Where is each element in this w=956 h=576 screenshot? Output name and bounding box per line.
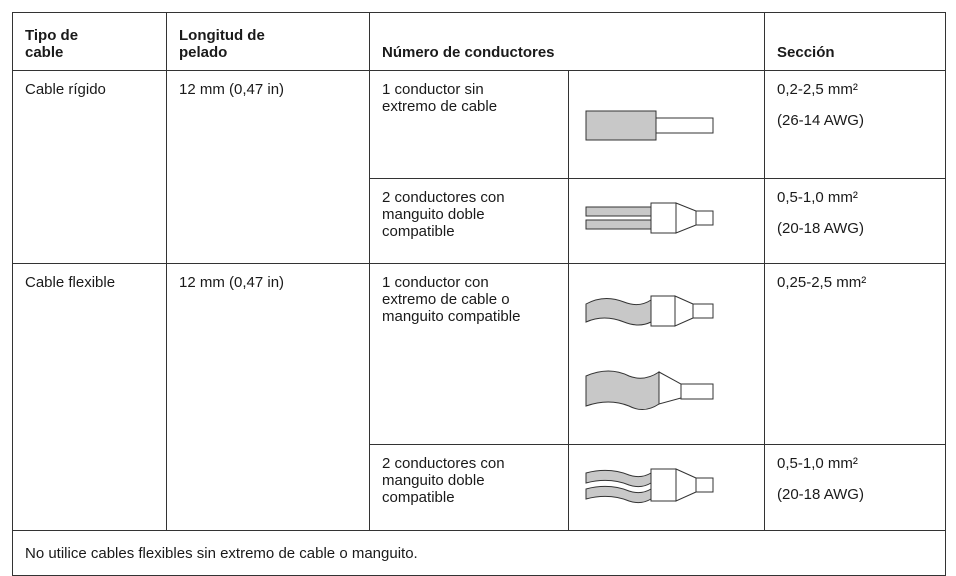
conductors: 1 conductor con extremo de cable o mangu…: [369, 263, 569, 445]
conductors-text: 2 conductores con manguito doble compati…: [382, 189, 505, 240]
header-cell: Número de conductores: [369, 12, 765, 71]
conductors-text: 1 conductor con extremo de cable o mangu…: [382, 274, 521, 325]
icon-cell: [568, 444, 765, 531]
section-text: (26-14 AWG): [777, 112, 864, 129]
header-cell: Sección: [764, 12, 946, 71]
note: No utilice cables flexibles sin extremo …: [12, 530, 946, 576]
section: 0,25-2,5 mm²: [764, 263, 946, 445]
section-text: (20-18 AWG): [777, 486, 864, 503]
conductors-text: 2 conductores con manguito doble compati…: [382, 455, 505, 506]
icon-cell: [568, 70, 765, 179]
conductors-text: 1 conductor sin extremo de cable: [382, 81, 498, 115]
row: Cable rígido 12 mm (0,47 in) 1 conductor…: [12, 70, 946, 264]
solid-wire-icon: [585, 110, 714, 141]
header-row: Tipo de cable Longitud de pelado Número …: [12, 12, 946, 71]
row: 2 conductores con manguito doble compati…: [13, 444, 946, 531]
wiring-table: Tipo de cable Longitud de pelado Número …: [12, 12, 946, 576]
twin-flexible-ferrule-icon: [585, 468, 714, 504]
strip-length: 12 mm (0,47 in): [166, 70, 370, 264]
header-text: Tipo de cable: [25, 27, 79, 61]
section: 0,5-1,0 mm² (20-18 AWG): [764, 444, 946, 531]
header-text: Número de conductores: [382, 44, 555, 61]
row: Cable flexible 12 mm (0,47 in) 1 conduct…: [12, 263, 946, 531]
note-row: No utilice cables flexibles sin extremo …: [12, 530, 946, 576]
header-text: Sección: [777, 44, 835, 61]
header-text: Longitud de pelado: [179, 27, 265, 61]
cable-type: Cable flexible: [12, 263, 167, 531]
section: 0,2-2,5 mm² (26-14 AWG): [764, 70, 946, 179]
section: 0,5-1,0 mm² (20-18 AWG): [764, 178, 946, 264]
row: 2 conductores con manguito doble compati…: [13, 178, 946, 264]
section-text: 0,2-2,5 mm²: [777, 81, 858, 98]
twin-ferrule-icon: [585, 202, 714, 234]
strip-length: 12 mm (0,47 in): [166, 263, 370, 531]
section-text: 0,5-1,0 mm²: [777, 189, 858, 206]
section-text: (20-18 AWG): [777, 220, 864, 237]
conductors: 2 conductores con manguito doble compati…: [369, 444, 569, 531]
conductors: 1 conductor sin extremo de cable: [369, 70, 569, 179]
header-cell: Tipo de cable: [12, 12, 167, 71]
conductors: 2 conductores con manguito doble compati…: [369, 178, 569, 264]
section-text: 0,5-1,0 mm²: [777, 455, 858, 472]
header-cell: Longitud de pelado: [166, 12, 370, 71]
flexible-ferrule-icons: [585, 295, 714, 410]
icon-cell: [568, 263, 765, 445]
cable-type: Cable rígido: [12, 70, 167, 264]
icon-cell: [568, 178, 765, 264]
section-text: 0,25-2,5 mm²: [777, 274, 867, 291]
